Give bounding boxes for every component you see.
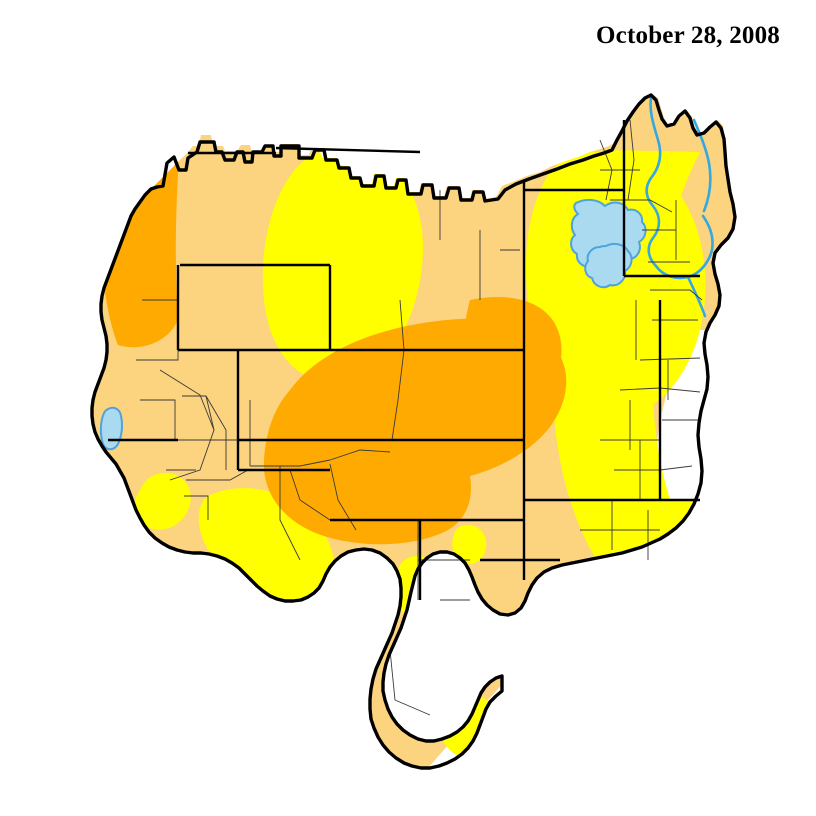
lake-west-small bbox=[99, 406, 123, 451]
county-boundaries-layer bbox=[136, 119, 703, 716]
d0-north-central-band bbox=[262, 148, 423, 384]
river-red-north bbox=[645, 96, 662, 268]
river-northeast-tributary bbox=[692, 118, 712, 213]
lake-northeast-small bbox=[584, 242, 633, 289]
basin-map-group bbox=[90, 93, 737, 770]
d0-south-lobe-a bbox=[395, 555, 454, 624]
state-boundaries-layer bbox=[108, 120, 700, 600]
drought-shading-layers bbox=[93, 94, 736, 767]
page-title: October 28, 2008 bbox=[596, 22, 780, 49]
d0-southwest-lobe-a bbox=[134, 473, 191, 530]
d2-east-arm bbox=[462, 296, 562, 426]
d0-south-lobe-c bbox=[452, 524, 487, 565]
